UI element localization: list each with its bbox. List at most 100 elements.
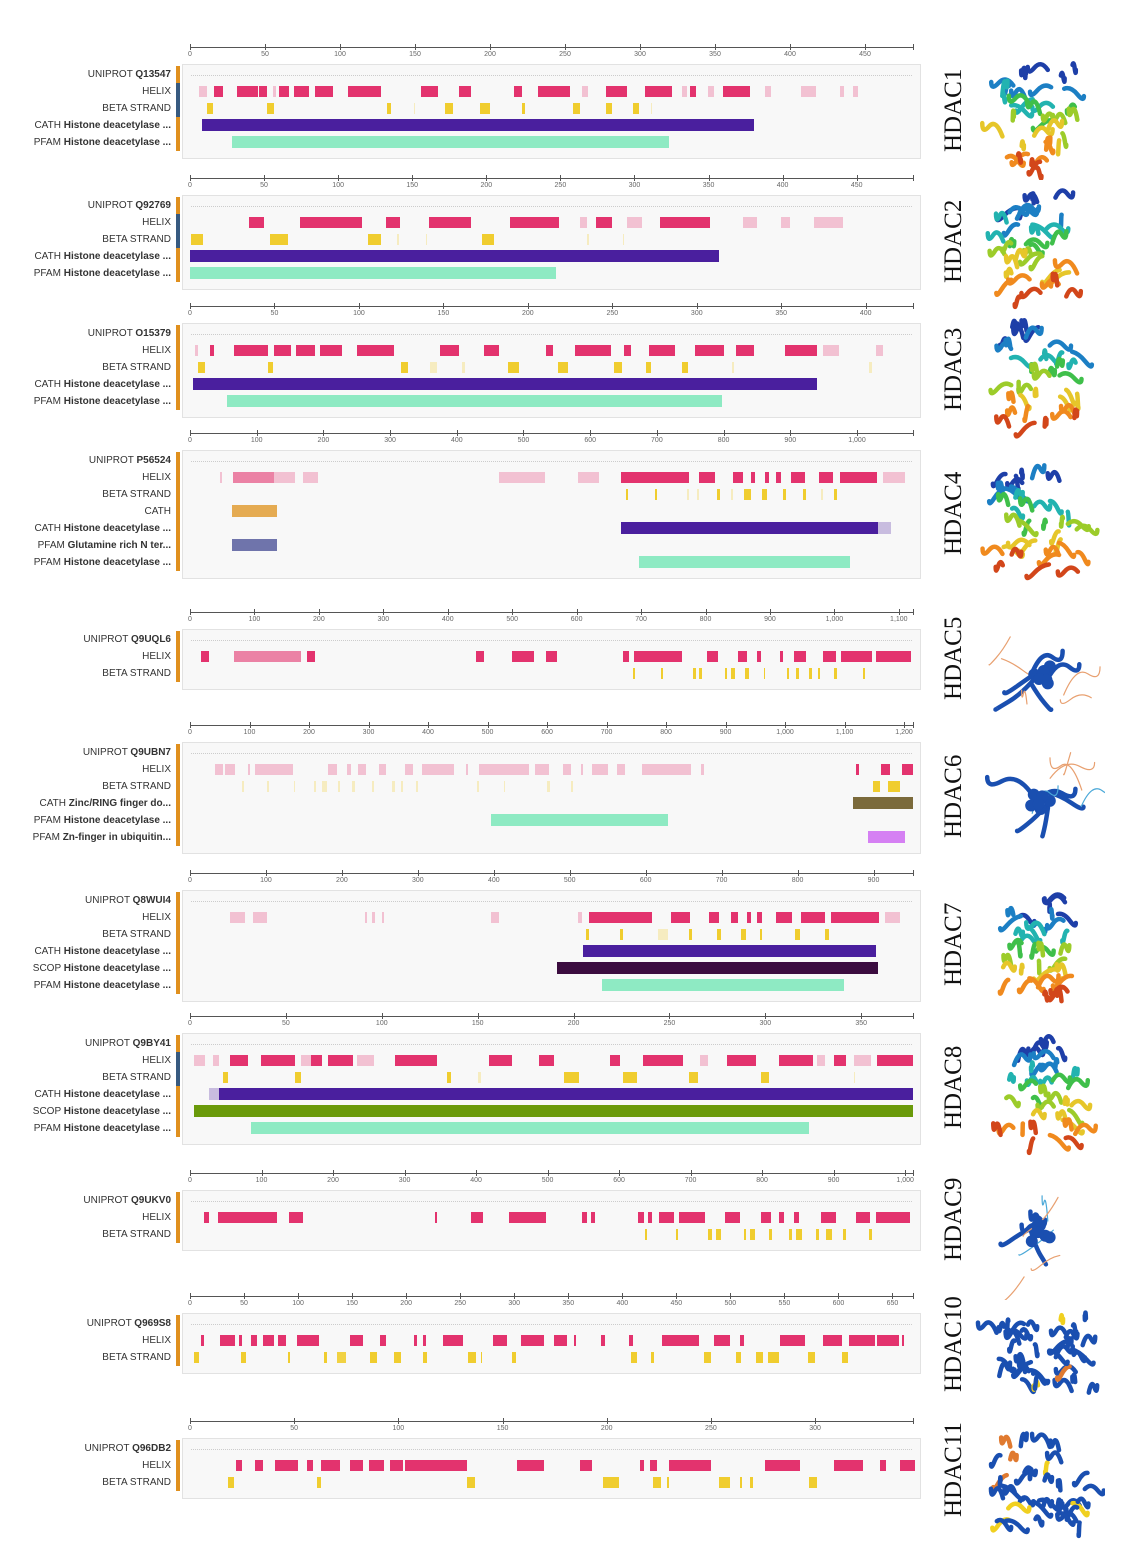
helix-feature[interactable]: [224, 764, 236, 775]
beta-feature[interactable]: [808, 668, 812, 679]
beta-feature[interactable]: [633, 668, 636, 679]
helix-feature[interactable]: [679, 1212, 705, 1223]
helix-feature[interactable]: [235, 1460, 243, 1471]
helix-feature[interactable]: [638, 1212, 645, 1223]
helix-feature[interactable]: [833, 1460, 863, 1471]
beta-feature[interactable]: [759, 929, 762, 940]
beta-feature[interactable]: [623, 1072, 637, 1083]
helix-feature[interactable]: [726, 1055, 756, 1066]
helix-feature[interactable]: [648, 1212, 652, 1223]
helix-feature[interactable]: [200, 651, 210, 662]
beta-feature[interactable]: [788, 1229, 793, 1240]
helix-feature[interactable]: [880, 764, 890, 775]
helix-feature[interactable]: [579, 1460, 593, 1471]
beta-feature[interactable]: [688, 1072, 699, 1083]
helix-feature[interactable]: [732, 472, 743, 483]
helix-feature[interactable]: [624, 345, 631, 356]
beta-feature[interactable]: [619, 929, 623, 940]
helix-feature[interactable]: [233, 345, 268, 356]
helix-feature[interactable]: [784, 345, 817, 356]
helix-feature[interactable]: [581, 1212, 587, 1223]
beta-feature[interactable]: [386, 103, 391, 114]
beta-feature[interactable]: [477, 1072, 482, 1083]
helix-feature[interactable]: [289, 1212, 303, 1223]
helix-feature[interactable]: [236, 86, 258, 97]
helix-feature[interactable]: [492, 1335, 507, 1346]
helix-feature[interactable]: [220, 1335, 236, 1346]
helix-feature[interactable]: [204, 1212, 210, 1223]
beta-feature[interactable]: [266, 103, 274, 114]
helix-feature[interactable]: [900, 1460, 916, 1471]
helix-feature[interactable]: [423, 1335, 426, 1346]
beta-feature[interactable]: [735, 1352, 742, 1363]
helix-feature[interactable]: [823, 1335, 842, 1346]
beta-feature[interactable]: [730, 489, 733, 500]
beta-feature[interactable]: [461, 362, 466, 373]
helix-feature[interactable]: [628, 1335, 634, 1346]
helix-feature[interactable]: [761, 1212, 772, 1223]
helix-feature[interactable]: [591, 764, 608, 775]
helix-feature[interactable]: [649, 345, 675, 356]
cath_hd-feature[interactable]: [218, 1088, 913, 1100]
helix-feature[interactable]: [700, 764, 704, 775]
beta-feature[interactable]: [512, 1352, 517, 1363]
beta-feature[interactable]: [467, 1477, 476, 1488]
beta-feature[interactable]: [198, 362, 206, 373]
helix-feature[interactable]: [633, 651, 682, 662]
helix-feature[interactable]: [514, 86, 522, 97]
helix-feature[interactable]: [508, 1212, 547, 1223]
helix-feature[interactable]: [346, 764, 351, 775]
helix-feature[interactable]: [382, 912, 385, 923]
beta-feature[interactable]: [370, 1352, 377, 1363]
helix-feature[interactable]: [476, 651, 484, 662]
beta-feature[interactable]: [842, 1229, 847, 1240]
helix-feature[interactable]: [369, 1460, 384, 1471]
helix-feature[interactable]: [538, 86, 570, 97]
helix-feature[interactable]: [213, 1055, 219, 1066]
beta-feature[interactable]: [191, 234, 204, 245]
beta-feature[interactable]: [521, 103, 525, 114]
helix-feature[interactable]: [580, 764, 583, 775]
beta-feature[interactable]: [481, 234, 494, 245]
helix-feature[interactable]: [210, 345, 214, 356]
scop_hd7-feature[interactable]: [556, 962, 879, 974]
helix-feature[interactable]: [823, 345, 839, 356]
helix-feature[interactable]: [275, 1460, 299, 1471]
beta-feature[interactable]: [476, 781, 480, 792]
helix-feature[interactable]: [609, 1055, 620, 1066]
helix-feature[interactable]: [579, 217, 588, 228]
helix-feature[interactable]: [422, 764, 455, 775]
helix-feature[interactable]: [662, 1335, 699, 1346]
helix-feature[interactable]: [349, 1335, 363, 1346]
cath_hd-feature[interactable]: [202, 119, 754, 131]
helix-feature[interactable]: [765, 1460, 801, 1471]
cath_hd-feature[interactable]: [190, 250, 719, 262]
helix-feature[interactable]: [200, 1335, 205, 1346]
helix-feature[interactable]: [747, 912, 752, 923]
beta-feature[interactable]: [786, 668, 790, 679]
beta-feature[interactable]: [626, 489, 629, 500]
helix-feature[interactable]: [230, 1055, 248, 1066]
helix-feature[interactable]: [310, 1055, 323, 1066]
helix-feature[interactable]: [616, 764, 625, 775]
helix-feature[interactable]: [600, 1335, 605, 1346]
helix-feature[interactable]: [640, 1460, 645, 1471]
beta-feature[interactable]: [547, 781, 550, 792]
beta-feature[interactable]: [423, 1352, 427, 1363]
beta-feature[interactable]: [507, 362, 520, 373]
cath_hd-feature[interactable]: [620, 522, 878, 534]
beta-feature[interactable]: [650, 103, 652, 114]
helix-feature[interactable]: [259, 86, 267, 97]
helix-feature[interactable]: [778, 1055, 814, 1066]
beta-feature[interactable]: [888, 781, 900, 792]
beta-feature[interactable]: [717, 929, 721, 940]
beta-feature[interactable]: [351, 781, 356, 792]
helix-feature[interactable]: [274, 345, 292, 356]
helix-feature[interactable]: [706, 651, 719, 662]
helix-feature[interactable]: [303, 472, 319, 483]
helix-feature[interactable]: [489, 1055, 513, 1066]
helix-feature[interactable]: [404, 764, 414, 775]
pfam_hd-feature[interactable]: [251, 1122, 810, 1134]
beta-feature[interactable]: [795, 668, 799, 679]
helix-feature[interactable]: [813, 217, 844, 228]
